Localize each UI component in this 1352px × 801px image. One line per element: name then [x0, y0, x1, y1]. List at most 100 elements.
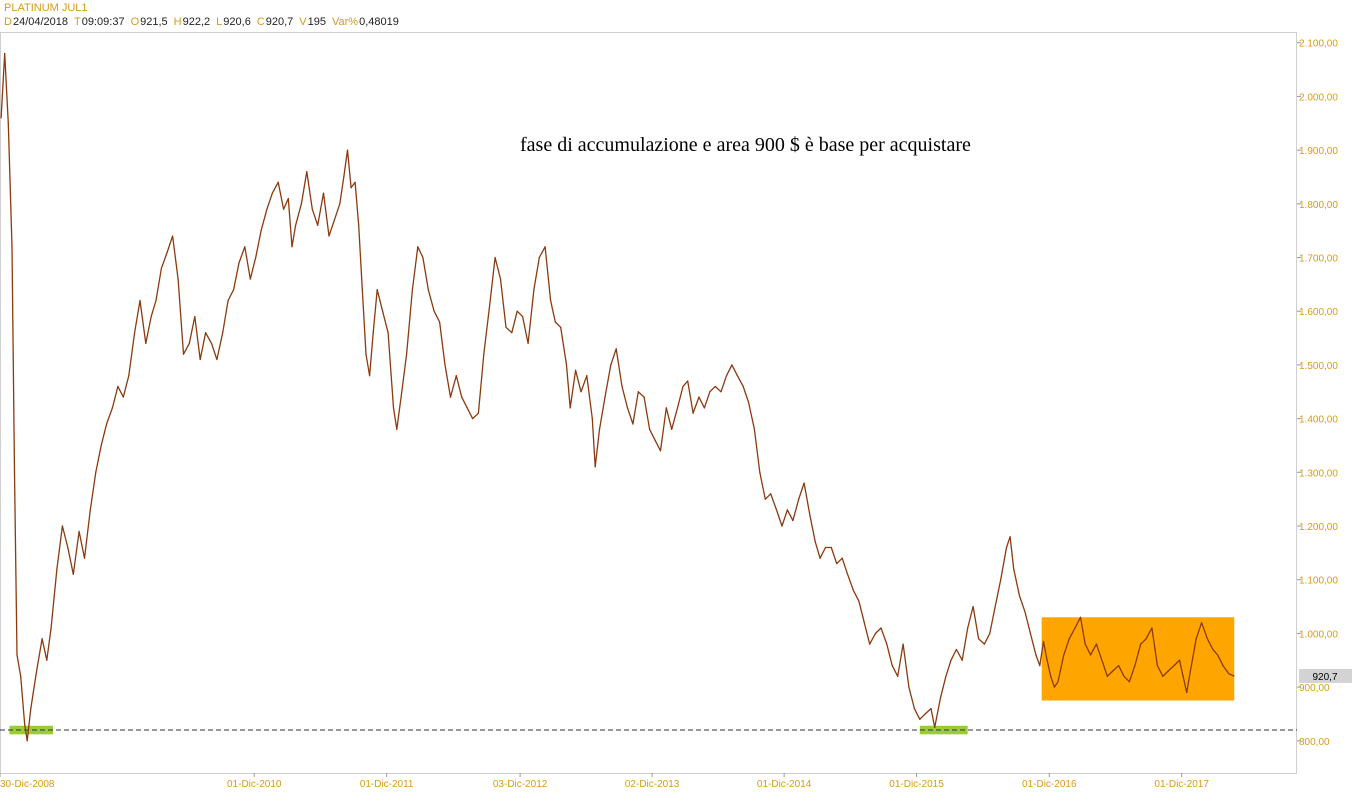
price-point — [902, 643, 904, 645]
price-point — [637, 391, 639, 393]
price-point — [880, 627, 882, 629]
y-tick-label: 1.500,00 — [1299, 361, 1338, 372]
price-point — [89, 509, 91, 511]
price-point — [1123, 675, 1125, 677]
price-point — [626, 407, 629, 409]
price-point — [128, 375, 130, 377]
price-point — [1206, 638, 1209, 640]
price-point — [72, 573, 74, 575]
price-point — [1216, 654, 1219, 656]
price-point — [1112, 670, 1114, 672]
price-point — [311, 208, 313, 210]
price-point — [287, 197, 289, 200]
price-point — [1029, 632, 1032, 634]
price-point — [549, 299, 552, 302]
price-point — [494, 256, 496, 259]
price-point — [255, 256, 257, 259]
price-point — [610, 364, 612, 366]
price-point — [604, 396, 606, 398]
price-point — [382, 310, 384, 312]
price-point — [372, 332, 374, 334]
price-point — [1039, 665, 1041, 667]
price-point — [847, 573, 849, 575]
price-point — [306, 171, 308, 173]
price-point — [350, 187, 352, 189]
price-point — [83, 557, 86, 559]
price-point — [869, 643, 871, 645]
price-point — [939, 697, 942, 699]
info-key: O — [130, 16, 140, 28]
price-point — [188, 342, 190, 345]
price-point — [1042, 640, 1045, 643]
price-point — [392, 407, 395, 409]
price-point — [1046, 659, 1048, 661]
price-point — [934, 726, 936, 728]
price-point — [1134, 665, 1136, 667]
chart-header: PLATINUM JUL1 D24/04/2018 T09:09:37 O921,5… — [0, 0, 1352, 32]
support-marker-left — [9, 725, 53, 735]
price-point — [897, 675, 899, 677]
price-point — [753, 428, 756, 430]
price-point — [1101, 659, 1103, 661]
price-point — [417, 246, 419, 248]
price-point — [376, 289, 378, 291]
price-point — [139, 299, 141, 302]
price-point — [117, 385, 119, 387]
price-point — [565, 364, 568, 366]
price-point — [249, 278, 251, 280]
price-point — [527, 342, 529, 345]
price-point — [764, 498, 766, 500]
y-tick-label: 1.600,00 — [1299, 307, 1338, 318]
price-point — [1233, 675, 1235, 677]
price-point — [977, 638, 980, 640]
price-point — [945, 675, 947, 677]
annotation-text: fase di accumulazione e area 900 $ è bas… — [520, 134, 971, 156]
price-point — [692, 412, 694, 414]
price-point — [1106, 675, 1108, 677]
info-value: 195 — [307, 16, 326, 28]
price-point — [580, 391, 582, 393]
x-tick-label: 01-Dic-2010 — [227, 779, 282, 790]
price-point — [291, 246, 293, 248]
y-tick-label: 900,00 — [1299, 683, 1330, 694]
price-point — [1195, 638, 1197, 640]
y-tick-label: 2.000,00 — [1299, 92, 1338, 103]
price-point — [538, 256, 540, 259]
last-price-label: 920,7 — [1312, 672, 1337, 683]
price-point — [781, 525, 783, 527]
price-point — [852, 589, 855, 592]
price-point — [731, 364, 733, 366]
price-point — [803, 482, 805, 484]
price-point — [874, 632, 877, 634]
price-point — [665, 407, 667, 409]
price-point — [569, 407, 571, 409]
price-point — [461, 396, 463, 398]
price-point — [483, 353, 485, 355]
price-point — [489, 305, 491, 307]
price-point — [216, 358, 218, 361]
price-point — [671, 428, 673, 430]
price-point — [1068, 638, 1070, 640]
price-point — [111, 407, 114, 409]
price-point — [205, 332, 207, 334]
price-point — [177, 278, 179, 280]
price-point — [736, 375, 738, 377]
price-point — [1151, 627, 1153, 629]
y-tick-label: 1.300,00 — [1299, 468, 1338, 479]
price-point — [155, 299, 157, 302]
price-point — [950, 659, 952, 661]
price-point — [244, 246, 246, 248]
price-point — [967, 627, 969, 629]
price-point — [714, 385, 716, 387]
info-value: 0,48019 — [359, 16, 399, 28]
last-price-box — [1299, 668, 1352, 683]
price-point — [1178, 659, 1181, 661]
price-point — [145, 342, 147, 345]
price-point — [346, 149, 349, 151]
price-point — [1035, 654, 1037, 656]
price-point — [989, 632, 991, 634]
price-point — [30, 707, 32, 710]
price-point — [358, 224, 360, 226]
price-point — [0, 117, 2, 119]
